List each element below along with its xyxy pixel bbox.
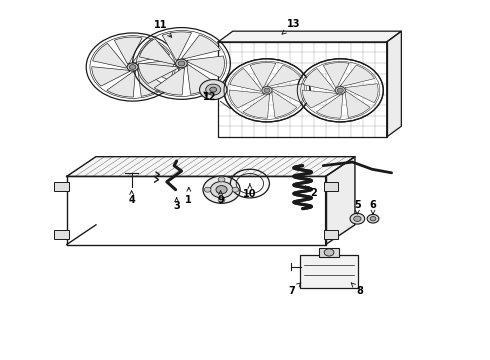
Polygon shape <box>323 63 349 87</box>
Circle shape <box>262 86 272 94</box>
Circle shape <box>178 61 185 66</box>
Polygon shape <box>345 84 378 103</box>
Polygon shape <box>181 35 221 59</box>
Circle shape <box>218 177 225 182</box>
Circle shape <box>127 63 138 71</box>
Polygon shape <box>218 31 401 42</box>
FancyBboxPatch shape <box>54 182 69 191</box>
Text: 9: 9 <box>217 191 224 205</box>
FancyBboxPatch shape <box>300 255 358 288</box>
Polygon shape <box>340 65 374 86</box>
Circle shape <box>218 197 225 202</box>
Polygon shape <box>138 60 173 80</box>
Polygon shape <box>187 64 216 94</box>
Polygon shape <box>140 39 175 64</box>
Circle shape <box>324 249 334 256</box>
Polygon shape <box>67 157 355 176</box>
FancyBboxPatch shape <box>319 248 339 257</box>
FancyBboxPatch shape <box>54 230 69 239</box>
Text: 5: 5 <box>354 200 361 214</box>
Polygon shape <box>187 56 224 77</box>
Circle shape <box>335 86 345 94</box>
Polygon shape <box>243 94 270 118</box>
Polygon shape <box>387 31 401 137</box>
Text: 2: 2 <box>305 186 317 198</box>
Circle shape <box>350 213 365 224</box>
Polygon shape <box>272 91 297 117</box>
Polygon shape <box>230 68 261 91</box>
Circle shape <box>199 80 227 100</box>
Circle shape <box>216 186 227 194</box>
Text: 8: 8 <box>351 283 363 296</box>
Circle shape <box>204 187 211 192</box>
Text: 3: 3 <box>173 198 180 211</box>
Polygon shape <box>302 90 338 108</box>
Circle shape <box>337 88 343 93</box>
Polygon shape <box>139 63 178 84</box>
Text: 12: 12 <box>203 92 217 102</box>
Polygon shape <box>107 71 135 97</box>
Polygon shape <box>114 37 142 64</box>
Circle shape <box>367 215 379 223</box>
Circle shape <box>210 87 217 92</box>
Text: 7: 7 <box>288 283 301 296</box>
Polygon shape <box>133 40 170 63</box>
Polygon shape <box>267 65 301 86</box>
Text: 11: 11 <box>154 20 171 37</box>
Text: 6: 6 <box>369 200 376 214</box>
Circle shape <box>203 176 240 203</box>
Text: 10: 10 <box>243 184 257 199</box>
FancyBboxPatch shape <box>324 230 338 239</box>
Polygon shape <box>317 94 343 118</box>
Polygon shape <box>326 157 355 244</box>
Text: 13: 13 <box>282 19 300 34</box>
Circle shape <box>354 216 361 221</box>
Text: 1: 1 <box>185 187 192 205</box>
Polygon shape <box>93 44 126 68</box>
FancyBboxPatch shape <box>324 182 338 191</box>
Circle shape <box>232 187 239 192</box>
Polygon shape <box>154 68 184 95</box>
Circle shape <box>264 88 270 93</box>
Polygon shape <box>303 68 334 91</box>
Circle shape <box>206 84 221 95</box>
Polygon shape <box>271 84 305 103</box>
Polygon shape <box>345 91 370 117</box>
Polygon shape <box>138 68 165 96</box>
Circle shape <box>175 59 187 68</box>
Circle shape <box>370 217 376 221</box>
Circle shape <box>129 65 136 69</box>
Polygon shape <box>162 32 192 60</box>
Polygon shape <box>92 67 130 86</box>
Polygon shape <box>229 90 265 108</box>
Text: 4: 4 <box>128 191 135 205</box>
Circle shape <box>210 181 233 198</box>
Polygon shape <box>250 63 276 87</box>
